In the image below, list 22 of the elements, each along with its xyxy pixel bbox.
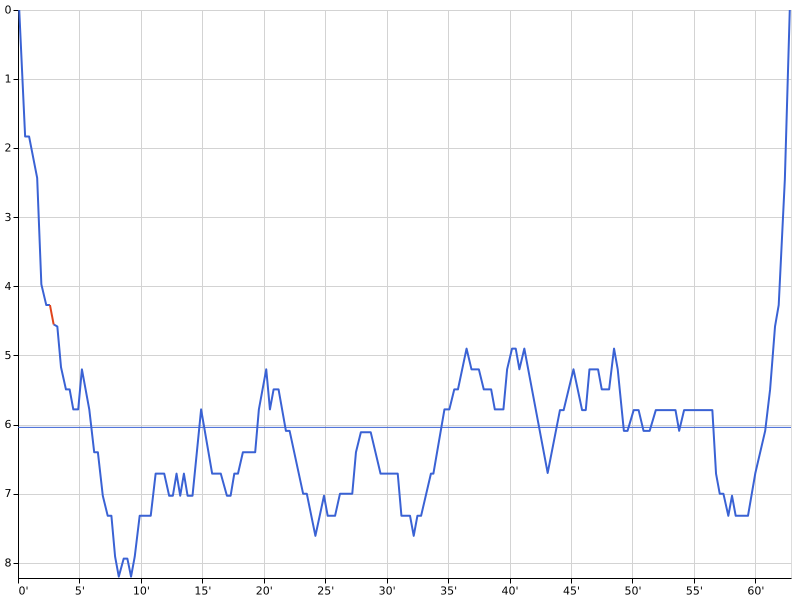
y-tick-label: 5 [4,349,12,362]
x-tick-label: 0' [18,584,29,598]
y-tick-label: 8 [4,556,12,570]
x-tick-label: 25' [317,584,334,598]
x-tick-label: 30' [378,584,396,598]
y-tick-label: 1 [4,72,12,86]
x-tick-label: 50' [624,584,642,598]
x-tick-label: 10' [132,584,150,598]
x-tick-label: 45' [563,584,580,598]
y-tick-label: 4 [4,280,12,293]
x-tick-label: 35' [440,584,458,598]
x-tick-label: 20' [256,584,273,598]
y-tick-label: 3 [4,210,12,224]
x-tick-label: 60' [747,584,764,598]
x-tick-label: 40' [502,584,519,598]
x-tick-label: 15' [194,584,212,598]
y-tick-label: 0 [4,4,12,16]
y-tick-label: 2 [4,142,12,155]
y-tick-label: 7 [4,487,12,500]
x-tick-label: 55' [686,584,703,598]
y-tick-label: 6 [4,418,12,432]
x-tick-label: 5' [74,584,85,598]
